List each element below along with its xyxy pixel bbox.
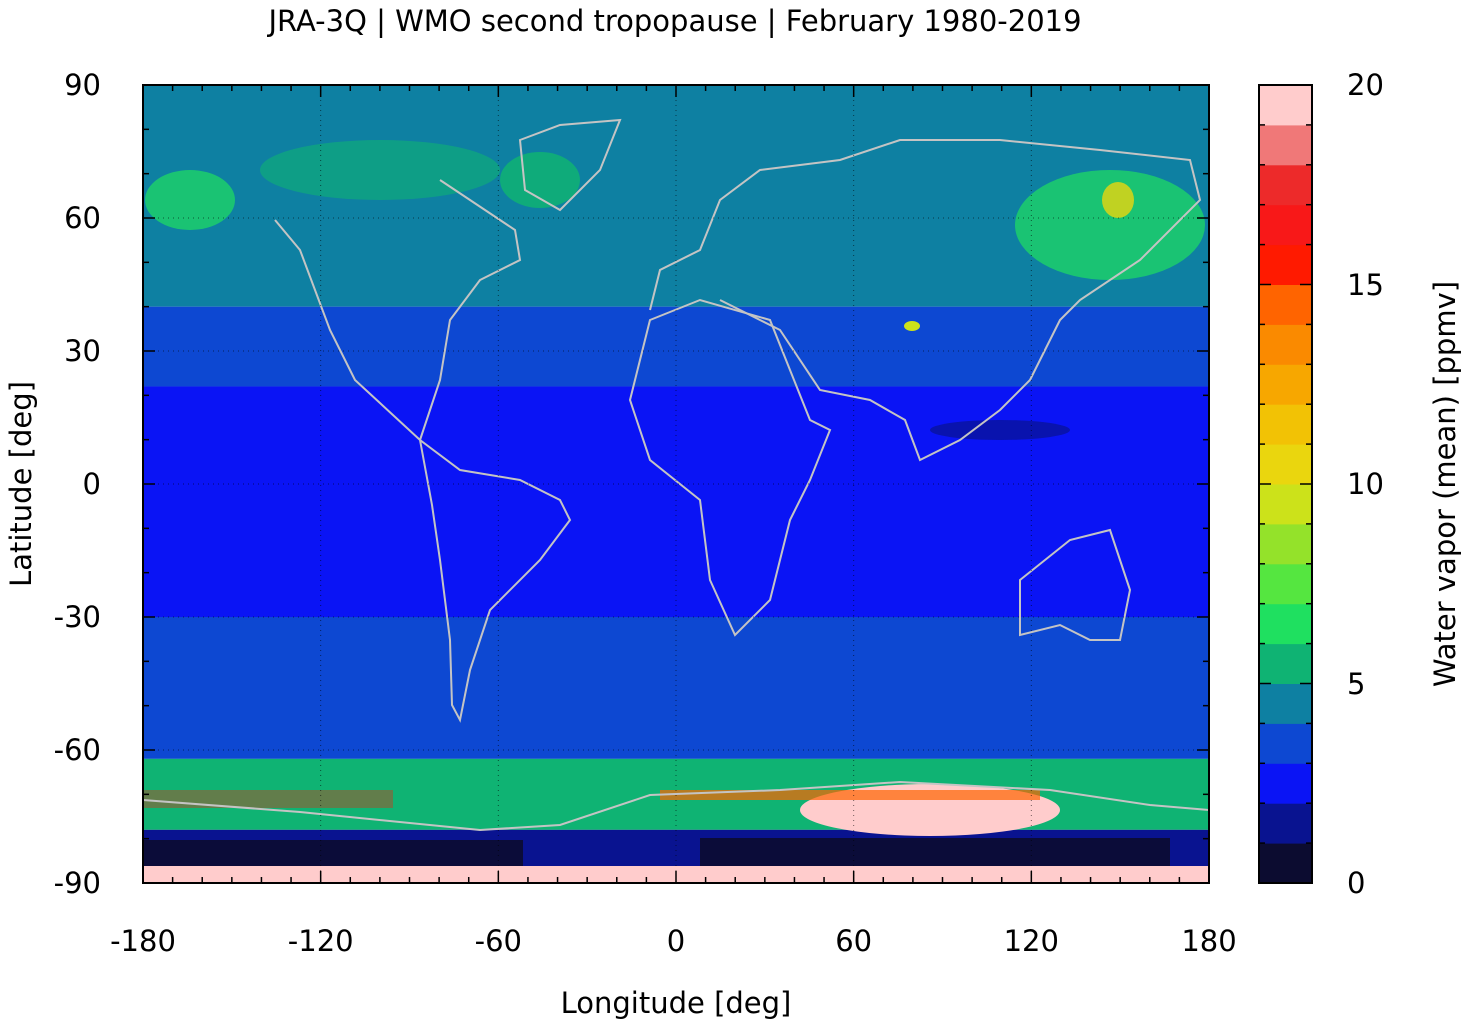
coastline-north-america-east [419,179,522,441]
colorbar-segment [1259,444,1312,485]
colorbar-segment [1259,85,1312,126]
coastline-australia [1019,528,1132,641]
colorbar-tick-label: 15 [1347,268,1384,302]
colorbar-segment [1259,523,1312,565]
maritime-dry-patch [930,420,1070,440]
alaska-wet-patch [145,170,235,230]
colorbar-segment [1259,204,1312,246]
plot-area [143,85,1209,883]
x-tick-label: -180 [110,924,176,958]
colorbar-segment [1259,643,1312,684]
y-tick-label: 60 [64,201,101,235]
x-tick-label: 120 [1004,924,1059,958]
tibet-patch [904,321,920,331]
colorbar-segment [1259,843,1312,884]
colorbar-segment [1259,563,1312,605]
colorbar-tick-label: 0 [1347,866,1365,900]
colorbar-segment [1259,284,1312,325]
colorbar-tick-label: 5 [1347,667,1365,701]
heatmap-zone [143,306,1209,387]
colorbar-tick-label: 10 [1347,467,1384,501]
colorbar-segment [1259,484,1312,525]
heatmap-zone [143,386,1209,617]
southern-ocean-wet-strip [143,790,393,808]
colorbar-tick-label: 20 [1347,68,1384,102]
colorbar-label: Water vapor (mean) [ppmv] [1428,281,1462,687]
coastline-americas [274,219,572,723]
colorbar-segment [1259,364,1312,405]
colorbar-frame [1258,84,1313,884]
y-tick-label: 0 [83,467,101,501]
y-tick-label: -90 [54,866,101,900]
colorbar-segment [1259,683,1312,724]
coastline-greenland [518,118,622,212]
colorbar-segment [1259,763,1312,804]
x-tick-label: 180 [1181,924,1236,958]
y-axis-label: Latitude [deg] [4,381,38,587]
x-tick-labels: -180 -120 -60 0 60 120 180 [110,924,1237,958]
chart-title: JRA-3Q | WMO second tropopause | Februar… [266,4,1081,38]
coastline-africa [628,298,832,637]
colorbar-segment [1259,603,1312,645]
siberia-core-patch [1102,182,1134,218]
colorbar-segment [1259,244,1312,285]
x-tick-label: -120 [288,924,354,958]
heatmap-zone [143,617,1209,759]
antarctic-red-band [660,790,1040,800]
colorbar-segment [1259,324,1312,365]
axis-tick-marks [142,84,1210,884]
coastline-eurasia [649,139,1202,462]
colorbar-segment [1259,164,1312,206]
greenland-wet-patch [500,152,580,208]
y-tick-label: -30 [54,600,101,634]
x-tick-label: -60 [475,924,522,958]
north-america-wet-patch [260,140,500,200]
y-tick-label: 30 [64,334,101,368]
colorbar-tick-labels: 20 15 10 5 0 [1347,68,1384,900]
antarctic-dark-west [143,840,523,866]
colorbar-segment [1259,723,1312,764]
y-tick-labels: 90 60 30 0 -30 -60 -90 [54,68,101,900]
x-axis-label: Longitude [deg] [561,986,792,1020]
y-tick-label: 90 [64,68,101,102]
x-tick-label: 60 [835,924,872,958]
coastlines [143,118,1209,832]
colorbar-segment [1259,404,1312,445]
colorbar [1259,84,1312,884]
colorbar-segment [1259,124,1312,166]
coastline-antarctica [143,780,1209,832]
y-tick-label: -60 [54,733,101,767]
siberia-wet-patch [1015,170,1205,280]
x-tick-label: 0 [667,924,685,958]
grid-lines [143,85,1209,883]
colorbar-segment [1259,803,1312,844]
